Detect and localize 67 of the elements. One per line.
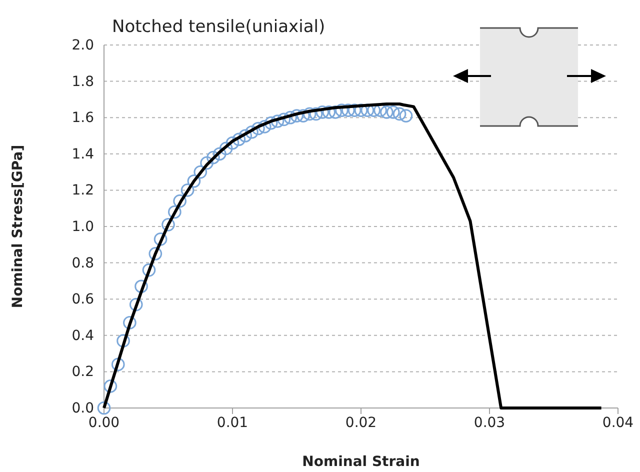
point xyxy=(187,174,201,188)
point xyxy=(226,136,240,150)
point xyxy=(168,205,182,219)
point xyxy=(341,104,355,117)
point xyxy=(232,132,246,146)
point xyxy=(284,110,297,124)
y-tick-label: 1.2 xyxy=(72,182,94,199)
point xyxy=(116,334,130,348)
point xyxy=(360,104,374,117)
point xyxy=(129,298,143,312)
point xyxy=(245,125,258,139)
point xyxy=(180,184,194,197)
point xyxy=(173,194,186,208)
point xyxy=(335,104,348,117)
y-tick-label: 1.6 xyxy=(72,110,94,126)
point xyxy=(290,109,304,122)
x-axis-title: Nominal Strain xyxy=(302,454,420,470)
point xyxy=(258,120,272,134)
point xyxy=(374,104,387,117)
y-tick-label: 0.6 xyxy=(72,292,94,308)
point xyxy=(252,122,265,136)
y-tick-label: 1.4 xyxy=(72,146,94,162)
point xyxy=(386,106,400,119)
x-tick-label: 0.01 xyxy=(216,414,248,431)
point xyxy=(296,109,310,122)
point xyxy=(104,380,118,393)
point xyxy=(322,106,336,119)
point xyxy=(270,114,284,128)
point xyxy=(212,147,226,161)
point xyxy=(392,107,406,121)
point xyxy=(154,232,168,246)
y-tick-label: 0.2 xyxy=(72,364,94,380)
point xyxy=(328,106,342,119)
y-axis-title: Nominal Stress[GPa] xyxy=(10,144,26,308)
point xyxy=(111,358,125,372)
y-tick-label: 0.8 xyxy=(72,255,94,272)
x-tick-label: 0.02 xyxy=(345,414,377,431)
y-tick-label: 2.0 xyxy=(72,37,94,54)
point xyxy=(123,316,136,330)
point xyxy=(348,104,362,117)
y-tick-label: 0.0 xyxy=(72,400,94,416)
point xyxy=(264,116,278,130)
point xyxy=(200,156,214,170)
point xyxy=(97,401,111,415)
point xyxy=(399,109,413,122)
point xyxy=(380,106,394,119)
x-tick-label: 0.00 xyxy=(88,414,120,431)
x-tick-label: 0.03 xyxy=(474,414,506,431)
point xyxy=(206,150,220,164)
y-tick-label: 1.0 xyxy=(72,218,94,235)
point xyxy=(354,104,368,117)
point xyxy=(219,142,233,156)
point xyxy=(134,280,148,294)
x-tick-label: 0.04 xyxy=(602,414,634,431)
y-tick-label: 1.8 xyxy=(72,74,94,90)
point xyxy=(277,112,291,126)
point xyxy=(142,263,156,277)
point xyxy=(316,106,330,119)
point xyxy=(302,107,316,121)
point xyxy=(238,129,252,142)
point xyxy=(162,218,175,232)
chart-title: Notched tensile(uniaxial) xyxy=(112,17,326,37)
line-series xyxy=(102,102,603,410)
y-tick-label: 0.4 xyxy=(72,328,94,344)
point xyxy=(309,107,323,121)
point xyxy=(194,165,208,179)
point xyxy=(148,247,162,260)
